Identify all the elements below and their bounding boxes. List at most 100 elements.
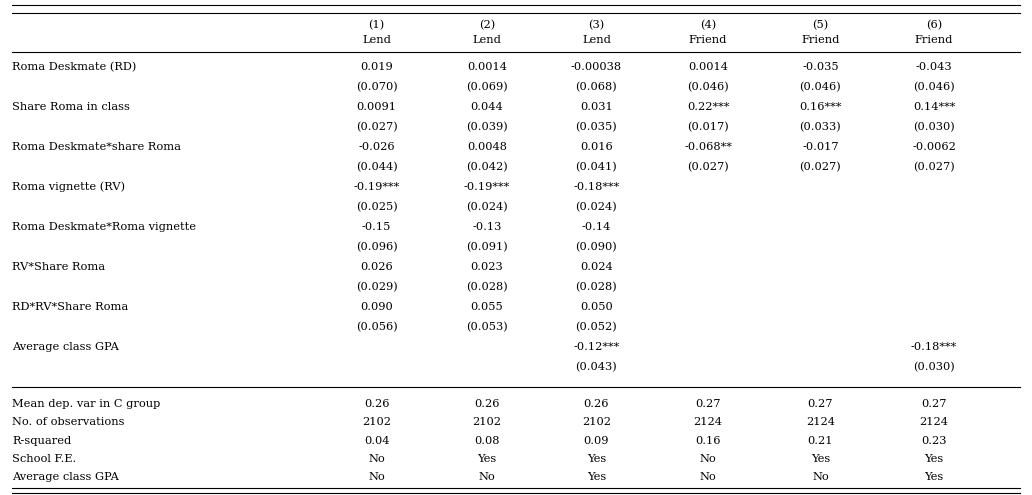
Text: Mean dep. var in C group: Mean dep. var in C group	[12, 399, 161, 409]
Text: 0.019: 0.019	[360, 62, 393, 72]
Text: (0.046): (0.046)	[913, 82, 955, 92]
Text: (0.052): (0.052)	[576, 322, 617, 332]
Text: (0.029): (0.029)	[356, 282, 397, 292]
Text: 0.16***: 0.16***	[799, 102, 842, 112]
Text: 0.055: 0.055	[471, 302, 504, 312]
Text: RV*Share Roma: RV*Share Roma	[12, 262, 105, 272]
Text: 2102: 2102	[362, 417, 391, 427]
Text: Roma Deskmate*share Roma: Roma Deskmate*share Roma	[12, 142, 182, 152]
Text: 0.23: 0.23	[922, 436, 946, 446]
Text: Share Roma in class: Share Roma in class	[12, 102, 130, 112]
Text: RD*RV*Share Roma: RD*RV*Share Roma	[12, 302, 129, 312]
Text: Yes: Yes	[587, 472, 606, 482]
Text: (0.043): (0.043)	[576, 362, 617, 372]
Text: (6): (6)	[926, 20, 942, 30]
Text: (0.044): (0.044)	[356, 162, 397, 172]
Text: (0.027): (0.027)	[800, 162, 841, 172]
Text: Average class GPA: Average class GPA	[12, 342, 120, 352]
Text: 0.031: 0.031	[580, 102, 613, 112]
Text: Yes: Yes	[478, 454, 496, 464]
Text: 0.26: 0.26	[584, 399, 609, 409]
Text: -0.18***: -0.18***	[911, 342, 957, 352]
Text: 0.0048: 0.0048	[467, 142, 507, 152]
Text: (0.046): (0.046)	[800, 82, 841, 92]
Text: Average class GPA: Average class GPA	[12, 472, 120, 482]
Text: (2): (2)	[479, 20, 495, 30]
Text: 0.27: 0.27	[808, 399, 833, 409]
Text: 0.09: 0.09	[584, 436, 609, 446]
Text: (0.030): (0.030)	[913, 122, 955, 132]
Text: Yes: Yes	[811, 454, 830, 464]
Text: -0.035: -0.035	[802, 62, 839, 72]
Text: No: No	[700, 472, 716, 482]
Text: -0.0062: -0.0062	[912, 142, 956, 152]
Text: 0.08: 0.08	[475, 436, 499, 446]
Text: -0.068**: -0.068**	[684, 142, 732, 152]
Text: No. of observations: No. of observations	[12, 417, 125, 427]
Text: (0.028): (0.028)	[466, 282, 508, 292]
Text: (0.030): (0.030)	[913, 362, 955, 372]
Text: No: No	[700, 454, 716, 464]
Text: (0.033): (0.033)	[800, 122, 841, 132]
Text: (0.025): (0.025)	[356, 202, 397, 212]
Text: 0.26: 0.26	[364, 399, 389, 409]
Text: -0.19***: -0.19***	[354, 182, 399, 192]
Text: (0.035): (0.035)	[576, 122, 617, 132]
Text: (0.017): (0.017)	[687, 122, 729, 132]
Text: (0.056): (0.056)	[356, 322, 397, 332]
Text: (0.046): (0.046)	[687, 82, 729, 92]
Text: -0.13: -0.13	[473, 222, 502, 232]
Text: 0.090: 0.090	[360, 302, 393, 312]
Text: Yes: Yes	[925, 454, 943, 464]
Text: 0.27: 0.27	[922, 399, 946, 409]
Text: Lend: Lend	[582, 35, 611, 45]
Text: 2102: 2102	[473, 417, 502, 427]
Text: 2102: 2102	[582, 417, 611, 427]
Text: -0.14: -0.14	[582, 222, 611, 232]
Text: 0.26: 0.26	[475, 399, 499, 409]
Text: (5): (5)	[812, 20, 829, 30]
Text: No: No	[368, 472, 385, 482]
Text: 0.023: 0.023	[471, 262, 504, 272]
Text: (4): (4)	[700, 20, 716, 30]
Text: Roma vignette (RV): Roma vignette (RV)	[12, 182, 126, 192]
Text: -0.00038: -0.00038	[571, 62, 622, 72]
Text: -0.043: -0.043	[915, 62, 953, 72]
Text: (0.053): (0.053)	[466, 322, 508, 332]
Text: 2124: 2124	[920, 417, 948, 427]
Text: 0.14***: 0.14***	[912, 102, 956, 112]
Text: 0.050: 0.050	[580, 302, 613, 312]
Text: No: No	[368, 454, 385, 464]
Text: (0.091): (0.091)	[466, 242, 508, 252]
Text: No: No	[479, 472, 495, 482]
Text: -0.15: -0.15	[362, 222, 391, 232]
Text: Friend: Friend	[801, 35, 840, 45]
Text: (0.027): (0.027)	[913, 162, 955, 172]
Text: (0.069): (0.069)	[466, 82, 508, 92]
Text: 2124: 2124	[694, 417, 722, 427]
Text: 0.016: 0.016	[580, 142, 613, 152]
Text: (0.024): (0.024)	[576, 202, 617, 212]
Text: -0.19***: -0.19***	[464, 182, 510, 192]
Text: (3): (3)	[588, 20, 605, 30]
Text: 0.044: 0.044	[471, 102, 504, 112]
Text: School F.E.: School F.E.	[12, 454, 76, 464]
Text: 0.024: 0.024	[580, 262, 613, 272]
Text: 0.04: 0.04	[364, 436, 389, 446]
Text: 0.0091: 0.0091	[357, 102, 396, 112]
Text: (1): (1)	[368, 20, 385, 30]
Text: 0.0014: 0.0014	[467, 62, 507, 72]
Text: 0.0014: 0.0014	[688, 62, 728, 72]
Text: No: No	[812, 472, 829, 482]
Text: -0.026: -0.026	[358, 142, 395, 152]
Text: 0.21: 0.21	[808, 436, 833, 446]
Text: (0.042): (0.042)	[466, 162, 508, 172]
Text: (0.070): (0.070)	[356, 82, 397, 92]
Text: (0.028): (0.028)	[576, 282, 617, 292]
Text: Roma Deskmate*Roma vignette: Roma Deskmate*Roma vignette	[12, 222, 196, 232]
Text: -0.12***: -0.12***	[574, 342, 619, 352]
Text: (0.027): (0.027)	[687, 162, 729, 172]
Text: Roma Deskmate (RD): Roma Deskmate (RD)	[12, 62, 137, 72]
Text: Friend: Friend	[914, 35, 954, 45]
Text: 0.22***: 0.22***	[686, 102, 730, 112]
